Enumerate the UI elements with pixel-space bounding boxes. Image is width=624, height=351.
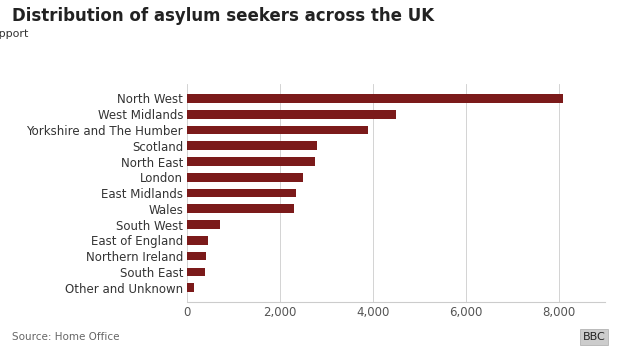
Bar	[187, 110, 396, 119]
Bar	[187, 189, 296, 197]
Bar	[187, 236, 208, 245]
Bar	[187, 205, 294, 213]
Bar	[187, 267, 205, 276]
Bar	[187, 220, 220, 229]
Legend: Number of applicants in receipt of support: Number of applicants in receipt of suppo…	[0, 29, 29, 39]
Text: BBC: BBC	[583, 332, 605, 342]
Bar	[187, 283, 194, 292]
Bar	[187, 141, 317, 150]
Bar	[187, 94, 563, 103]
Text: Distribution of asylum seekers across the UK: Distribution of asylum seekers across th…	[12, 7, 434, 25]
Bar	[187, 157, 315, 166]
Bar	[187, 252, 206, 260]
Bar	[187, 173, 303, 181]
Bar	[187, 126, 368, 134]
Text: Source: Home Office: Source: Home Office	[12, 332, 120, 342]
